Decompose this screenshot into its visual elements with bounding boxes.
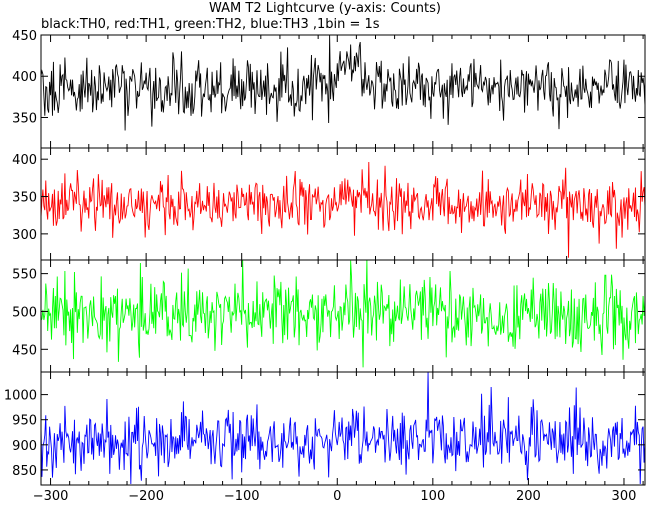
panel-th0: 350 400 450	[12, 29, 646, 149]
y-tick-label: 350	[12, 111, 37, 126]
panel-frame	[40, 34, 646, 149]
panel-th2: 450 500 550	[12, 259, 646, 373]
x-tick-label: 0	[333, 489, 341, 504]
series-line-th1	[40, 161, 646, 258]
panel-frame	[40, 371, 646, 486]
y-tick-label: 400	[12, 70, 37, 85]
y-tick-label: 400	[12, 153, 37, 168]
y-tick-label: 950	[12, 414, 37, 429]
x-tick-label: 300	[612, 489, 637, 504]
x-tick-label: −300	[33, 489, 69, 504]
y-tick-label: 350	[12, 191, 37, 206]
panel-th1: 300 350 400	[12, 147, 646, 261]
y-tick-label: 1000	[4, 389, 37, 404]
y-tick-label: 450	[12, 29, 37, 44]
y-tick-label: 850	[12, 464, 37, 479]
series-line-th2	[40, 259, 646, 368]
chart-title: WAM T2 Lightcurve (y-axis: Counts)	[209, 1, 441, 16]
y-tick-label: 450	[12, 343, 37, 358]
x-tick-label: −200	[128, 489, 164, 504]
x-tick-label: −100	[224, 489, 260, 504]
y-tick-label: 900	[12, 439, 37, 454]
chart-subtitle: black:TH0, red:TH1, green:TH2, blue:TH3 …	[41, 17, 380, 32]
y-tick-label: 500	[12, 305, 37, 320]
y-tick-label: 550	[12, 268, 37, 283]
y-tick-label: 300	[12, 228, 37, 243]
x-tick-label: 200	[516, 489, 541, 504]
series-line-th0	[40, 34, 646, 131]
x-tick-label: 100	[420, 489, 445, 504]
series-line-th3	[40, 371, 646, 485]
panel-th3: 850 900 950 1000	[4, 371, 646, 486]
